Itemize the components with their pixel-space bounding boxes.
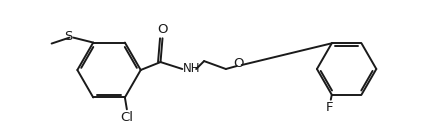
Text: O: O — [234, 57, 244, 70]
Text: F: F — [326, 101, 334, 114]
Text: O: O — [157, 23, 168, 36]
Text: Cl: Cl — [120, 111, 134, 124]
Text: S: S — [64, 30, 73, 43]
Text: NH: NH — [183, 62, 201, 75]
